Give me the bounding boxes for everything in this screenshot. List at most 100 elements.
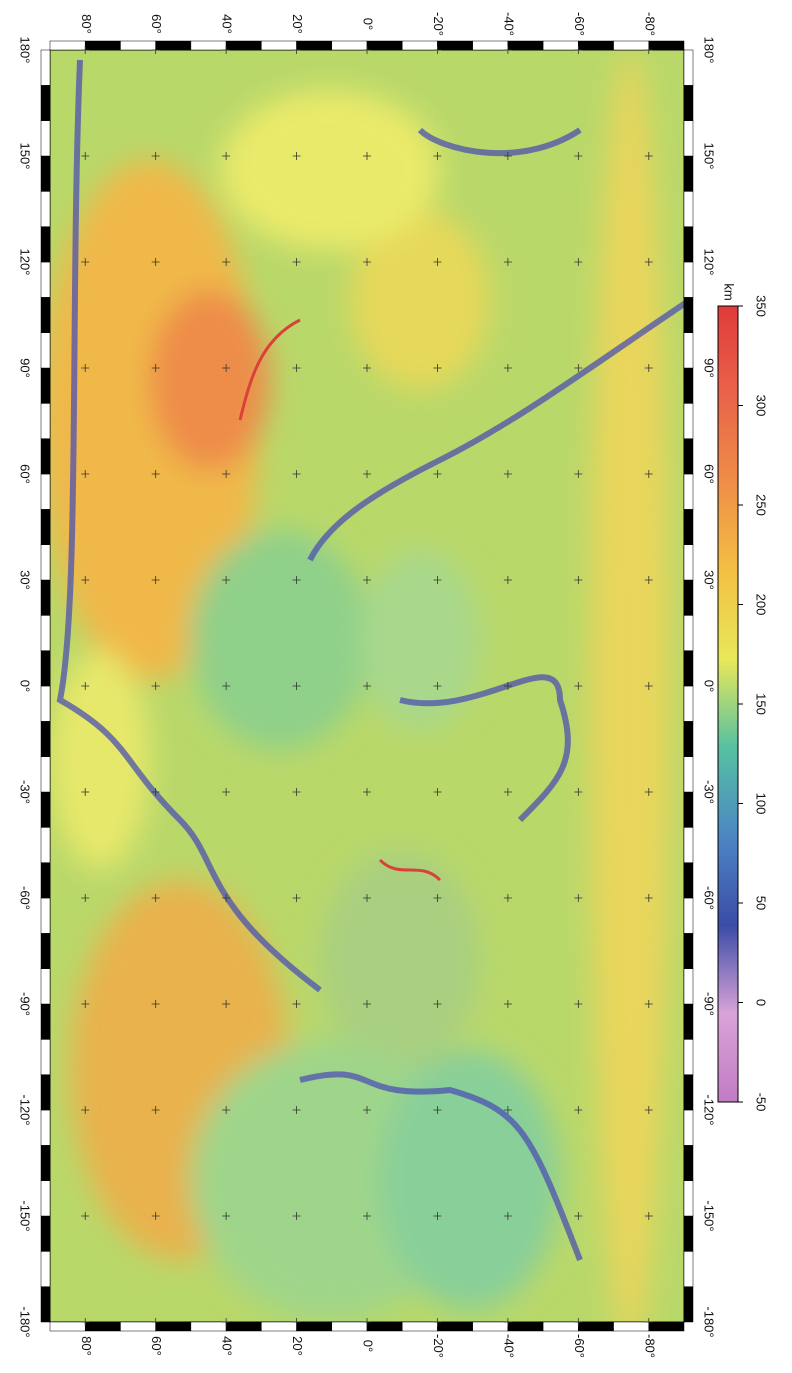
graticule-cross (433, 1318, 442, 1326)
graticule-cross (574, 1318, 583, 1326)
lat-tick-label: 80° (79, 1336, 94, 1356)
frame-segment (507, 1321, 544, 1332)
frame-segment (683, 1145, 694, 1181)
frame-segment (40, 968, 51, 1005)
frame-segment (261, 40, 297, 51)
graticule-cross (363, 576, 371, 584)
frame-segment (40, 933, 51, 969)
graticule-cross (292, 364, 301, 372)
frame-segment (542, 1321, 579, 1332)
frame-segment (683, 1039, 694, 1075)
graticule-cross (292, 1000, 301, 1008)
graticule-cross (644, 894, 653, 902)
frame-segment (401, 40, 438, 51)
frame-segment (683, 473, 694, 510)
frame-segment (40, 367, 51, 404)
graticule-cross (644, 788, 653, 796)
graticule-cross (574, 364, 583, 372)
colorbar-tick-label: 250 (754, 494, 769, 516)
lat-tick-label: 20° (290, 1336, 305, 1356)
lon-tick-label: -90° (702, 992, 717, 1016)
frame-segment (40, 862, 51, 899)
frame-segment (40, 297, 51, 333)
frame-segment (683, 615, 694, 651)
frame-segment (40, 120, 51, 157)
frame-segment (49, 40, 86, 51)
graticule-cross (292, 682, 301, 690)
lat-tick-label: -80° (642, 1334, 657, 1358)
graticule-cross (574, 682, 583, 690)
frame-segment (40, 1251, 51, 1287)
frame-segment (683, 650, 694, 687)
graticule-cross (363, 152, 371, 160)
graticule-cross (433, 152, 442, 160)
frame-segment (578, 1321, 614, 1332)
map-raster (50, 50, 684, 1322)
graticule-cross (292, 152, 301, 160)
graticule-cross (503, 788, 512, 796)
graticule-cross (574, 470, 583, 478)
frame-segment (683, 1286, 694, 1323)
frame-segment (84, 1321, 121, 1332)
graticule-cross (151, 682, 160, 690)
frame-segment (472, 1321, 509, 1332)
lon-tick-label: 180° (18, 37, 33, 64)
lon-tick-label: -60° (18, 886, 33, 910)
frame-segment (261, 1321, 297, 1332)
frame-segment (296, 1321, 333, 1332)
colorbar-tick-label: 100 (754, 793, 769, 815)
frame-segment (683, 721, 694, 757)
graticule-cross (503, 364, 512, 372)
graticule-cross (644, 576, 653, 584)
lat-tick-label: 40° (220, 1336, 235, 1356)
graticule-cross (81, 1318, 90, 1326)
graticule-cross (503, 682, 512, 690)
frame-segment (40, 226, 51, 263)
lon-tick-label: -30° (702, 780, 717, 804)
lat-tick-label: -20° (431, 12, 446, 36)
frame-segment (542, 40, 579, 51)
frame-segment (683, 1109, 694, 1146)
frame-segment (683, 1003, 694, 1040)
graticule-cross (292, 894, 301, 902)
frame-segment (40, 1180, 51, 1217)
graticule-cross (151, 788, 160, 796)
frame-segment (683, 297, 694, 333)
graticule-cross (222, 1000, 231, 1008)
frame-segment (190, 1321, 227, 1332)
colorbar-tick-label: 0 (754, 999, 769, 1006)
graticule-cross (151, 258, 160, 266)
frame-segment (40, 1109, 51, 1146)
frame-segment (683, 791, 694, 828)
graticule-cross (644, 1000, 653, 1008)
graticule-cross (433, 576, 442, 584)
frame-segment (40, 1074, 51, 1111)
lon-tick-label: -60° (702, 886, 717, 910)
frame-segment (40, 650, 51, 687)
graticule-cross (292, 1212, 301, 1220)
graticule-cross (503, 470, 512, 478)
graticule-cross (574, 576, 583, 584)
lon-tick-label: -180° (702, 1306, 717, 1337)
frame-segment (40, 438, 51, 475)
graticule-cross (433, 364, 442, 372)
frame-segment (683, 367, 694, 404)
lon-tick-label: 30° (18, 570, 33, 590)
frame-segment (331, 1321, 368, 1332)
frame-segment (49, 1321, 86, 1332)
frame-segment (648, 1321, 685, 1332)
frame-segment (401, 1321, 438, 1332)
graticule-cross (81, 1106, 90, 1114)
graticule-cross (151, 1000, 160, 1008)
graticule-cross (222, 894, 231, 902)
frame-segment (40, 49, 51, 86)
graticule-cross (222, 258, 231, 266)
graticule-cross (644, 1318, 653, 1326)
graticule-cross (363, 682, 371, 690)
frame-segment (683, 261, 694, 298)
graticule-cross (644, 470, 653, 478)
lat-tick-label: 20° (290, 14, 305, 34)
frame-segment (40, 1286, 51, 1323)
frame-segment (225, 1321, 262, 1332)
